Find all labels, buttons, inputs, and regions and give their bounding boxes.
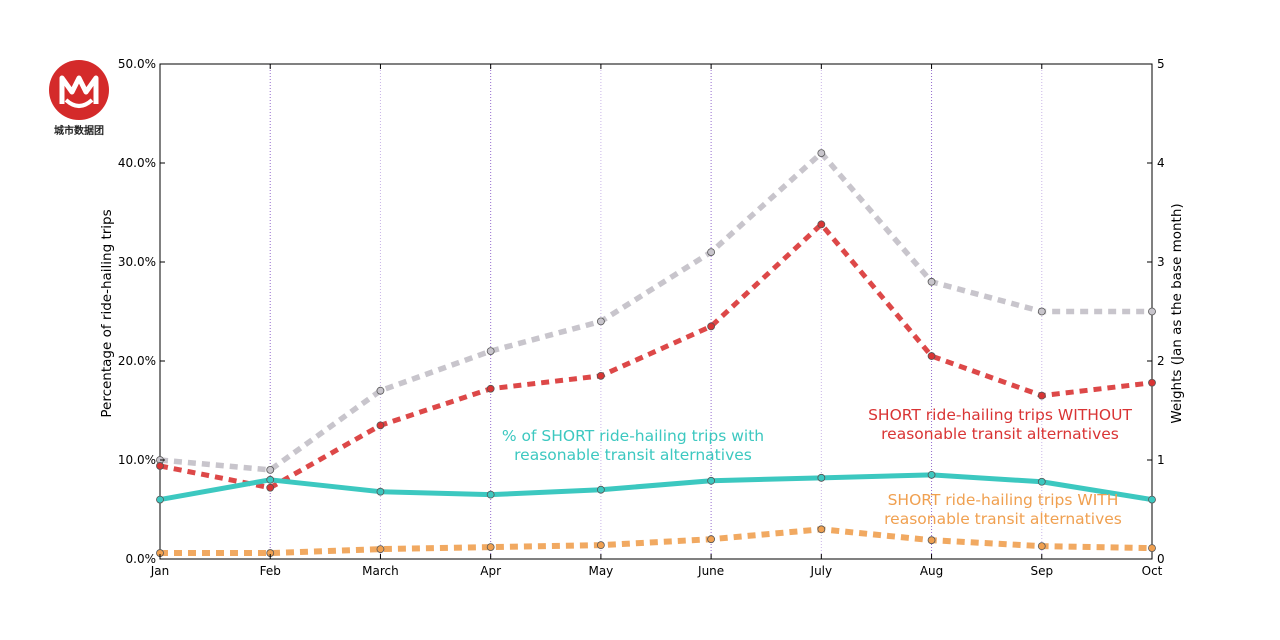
series-line-red [159, 221, 1153, 491]
data-point-orange-aug [927, 536, 936, 545]
data-point-teal-feb [266, 475, 275, 484]
annotation-red-line: reasonable transit alternatives [881, 425, 1119, 443]
x-tick-label: March [362, 564, 399, 578]
data-point-grey-may [596, 317, 605, 326]
annotation-teal-line: % of SHORT ride-hailing trips with [502, 427, 764, 445]
annotation-orange-line: reasonable transit alternatives [884, 510, 1122, 528]
data-point-teal-oct [1148, 495, 1156, 504]
right-tick-label: 5 [1157, 57, 1165, 71]
data-point-red-oct [1148, 378, 1156, 387]
annotation-teal-line: reasonable transit alternatives [514, 446, 752, 464]
annotations: % of SHORT ride-hailing trips withreason… [502, 406, 1133, 528]
series-line-orange [160, 526, 1153, 557]
series-line-teal [159, 472, 1153, 503]
data-point-grey-sep [1037, 307, 1046, 316]
axis-ticks: Jan Feb March Apr May June July Aug Sep Oct0.0%10… [118, 57, 1165, 578]
logo-smile-mark-icon [64, 98, 94, 108]
right-tick-label: 1 [1157, 453, 1165, 467]
right-tick-label: 4 [1157, 156, 1165, 170]
left-tick-label: 0.0% [126, 552, 157, 566]
city-data-group-logo: 城市数据团 [49, 60, 109, 137]
data-point-teal-sep [1037, 477, 1046, 486]
data-point-grey-june [707, 248, 716, 257]
data-point-red-march [376, 421, 385, 430]
x-tick-label: Apr [480, 564, 501, 578]
x-tick-label: July [810, 564, 833, 578]
series-layer [156, 149, 1156, 557]
x-tick-label: May [588, 564, 613, 578]
data-point-grey-july [817, 149, 826, 158]
data-point-orange-oct [1148, 544, 1156, 553]
annotation-orange-line: SHORT ride-hailing trips WITH [888, 491, 1119, 509]
data-point-orange-july [817, 525, 826, 534]
data-point-teal-march [376, 487, 385, 496]
data-point-grey-march [376, 386, 385, 395]
left-tick-label: 30.0% [118, 255, 156, 269]
data-point-red-sep [1037, 391, 1046, 400]
left-tick-label: 40.0% [118, 156, 156, 170]
x-tick-label: Sep [1030, 564, 1053, 578]
data-point-orange-june [707, 535, 716, 544]
x-tick-label: Oct [1142, 564, 1163, 578]
left-tick-label: 10.0% [118, 453, 156, 467]
data-point-red-aug [927, 352, 936, 360]
right-tick-label: 0 [1157, 552, 1165, 566]
left-axis-title: Percentage of ride-hailing trips [99, 209, 115, 417]
data-point-red-july [817, 220, 826, 229]
x-tick-label: Aug [920, 564, 943, 578]
logo-m-mark-icon [59, 75, 99, 104]
right-axis-title: Weights (Jan as the base month) [1169, 203, 1185, 423]
data-point-teal-june [707, 476, 716, 485]
data-point-orange-may [596, 541, 605, 550]
left-tick-label: 50.0% [118, 57, 156, 71]
data-point-grey-apr [486, 347, 495, 356]
data-point-grey-aug [927, 277, 936, 286]
annotation-red-line: SHORT ride-hailing trips WITHOUT [868, 406, 1132, 424]
data-point-teal-may [596, 485, 605, 494]
x-tick-label: Feb [260, 564, 281, 578]
x-tick-label: Jan [150, 564, 170, 578]
data-point-grey-feb [266, 465, 275, 474]
data-point-red-may [596, 371, 605, 380]
data-point-teal-apr [486, 490, 495, 499]
left-tick-label: 20.0% [118, 354, 156, 368]
logo-text: 城市数据团 [54, 124, 104, 137]
data-point-red-jan [156, 462, 164, 470]
data-point-teal-aug [927, 470, 936, 479]
logo-badge-icon [49, 60, 109, 120]
data-point-orange-sep [1037, 542, 1046, 551]
x-tick-label: June [697, 564, 724, 578]
data-point-orange-march [376, 545, 385, 553]
data-point-teal-july [817, 473, 826, 482]
right-tick-label: 2 [1157, 354, 1165, 368]
right-tick-label: 3 [1157, 255, 1165, 269]
data-point-grey-oct [1148, 307, 1156, 316]
data-point-red-apr [486, 384, 495, 393]
series-line-grey [159, 150, 1152, 473]
data-point-red-june [707, 322, 716, 331]
data-point-red-feb [266, 483, 275, 492]
data-point-teal-jan [156, 495, 164, 504]
data-point-orange-apr [486, 543, 495, 552]
